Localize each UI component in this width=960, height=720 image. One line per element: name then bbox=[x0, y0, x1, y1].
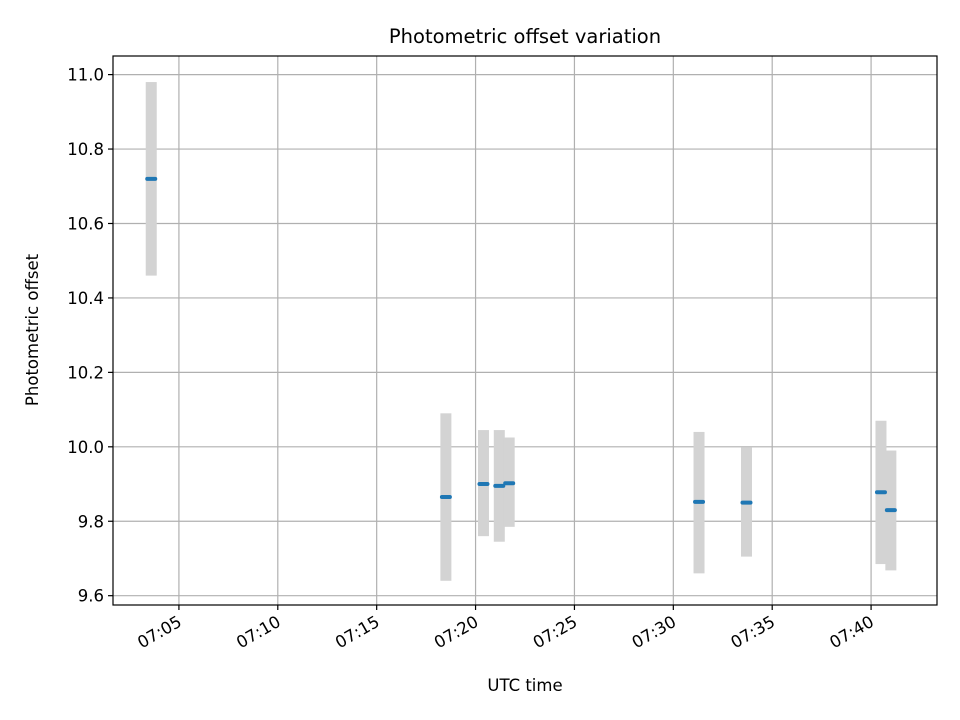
y-tick-label: 10.4 bbox=[67, 289, 104, 308]
y-axis-title: Photometric offset bbox=[23, 253, 42, 406]
y-tick-label: 10.2 bbox=[67, 363, 104, 382]
y-tick-label: 9.8 bbox=[78, 512, 104, 531]
plot-frame bbox=[112, 55, 938, 606]
grid bbox=[113, 56, 937, 605]
y-axis-ticks: 9.6 9.8 10.0 10.2 10.4 10.6 10.8 11.0 bbox=[67, 66, 113, 606]
data-points bbox=[145, 176, 897, 513]
x-axis-title: UTC time bbox=[487, 676, 562, 695]
y-tick-label: 9.6 bbox=[78, 587, 104, 606]
y-tick-label: 10.6 bbox=[67, 214, 104, 233]
chart-title: Photometric offset variation bbox=[389, 25, 661, 48]
y-tick-label: 10.8 bbox=[67, 140, 104, 159]
y-tick-label: 11.0 bbox=[67, 66, 104, 85]
y-tick-label: 10.0 bbox=[67, 438, 104, 457]
